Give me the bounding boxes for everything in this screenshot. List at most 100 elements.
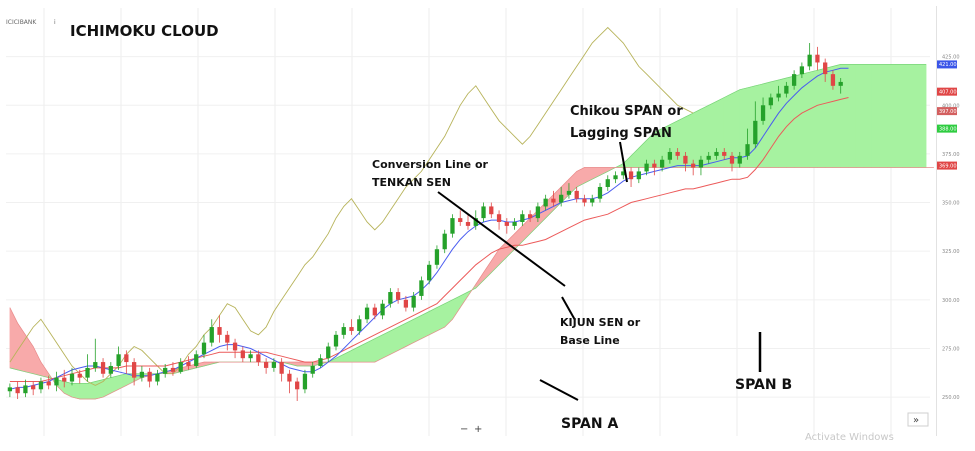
candle-body xyxy=(240,350,245,359)
candle-body xyxy=(263,362,269,368)
price-badge-value: 397.00 xyxy=(939,109,957,115)
span-a-label: SPAN A xyxy=(561,416,618,432)
candle-body xyxy=(256,354,261,363)
price-badge xyxy=(937,107,957,116)
candle-body xyxy=(248,354,253,359)
candle-body xyxy=(628,171,634,180)
activate-windows-watermark: Activate Windows xyxy=(805,432,894,443)
candle-body xyxy=(784,85,789,94)
candle-body xyxy=(613,175,618,180)
candle-body xyxy=(388,292,393,304)
ticker-info-icon[interactable]: ⅰ xyxy=(54,19,56,26)
candle-body xyxy=(691,163,696,168)
candle-body xyxy=(62,377,67,382)
cloud-segment xyxy=(296,361,306,367)
candle-body xyxy=(745,144,750,156)
candle-body xyxy=(155,373,160,382)
zoom-in-button[interactable]: + xyxy=(474,424,482,435)
cloud-segment xyxy=(879,64,888,168)
candle-body xyxy=(659,159,665,168)
candle-body xyxy=(683,155,688,164)
candle-body xyxy=(815,54,820,63)
scroll-right-icon: » xyxy=(913,415,919,426)
candle-body xyxy=(605,179,610,187)
candle-body xyxy=(403,299,409,308)
candle-body xyxy=(100,362,106,374)
candle-body xyxy=(504,222,509,226)
cloud-segment xyxy=(436,303,446,332)
candle-body xyxy=(675,151,680,156)
candle-body xyxy=(326,346,331,359)
candle-body xyxy=(442,233,447,250)
candle-body xyxy=(652,163,657,168)
candle-body xyxy=(512,222,517,226)
price-axis-divider xyxy=(936,6,937,436)
candle-body xyxy=(372,307,377,316)
candle-body xyxy=(225,334,230,343)
span-a-pointer xyxy=(539,379,579,401)
candle-body xyxy=(729,155,735,164)
candle-body xyxy=(54,377,59,386)
candle-body xyxy=(473,218,478,226)
candle-body xyxy=(380,303,385,316)
price-badge-value: 369.00 xyxy=(939,163,957,169)
candle-body xyxy=(124,354,129,363)
zoom-out-button[interactable]: − xyxy=(460,424,468,435)
cloud-segment xyxy=(421,311,430,340)
cloud-segment xyxy=(886,64,896,168)
candle-body xyxy=(698,159,704,168)
candle-body xyxy=(791,74,797,86)
cloud-segment xyxy=(374,334,383,363)
base-line xyxy=(9,97,849,382)
candle-body xyxy=(496,214,502,222)
candle-body xyxy=(201,342,207,355)
candle-body xyxy=(582,198,587,203)
candle-body xyxy=(232,342,238,351)
ticker-label: ICICIBANK xyxy=(6,19,37,26)
candle-body xyxy=(23,385,28,394)
chikou-label-line2: Lagging SPAN xyxy=(570,126,672,141)
candle-body xyxy=(574,190,579,199)
kijun-label-line1: KIJUN SEN or xyxy=(560,316,641,329)
price-badge xyxy=(937,87,957,96)
candle-body xyxy=(178,362,183,372)
candle-body xyxy=(395,292,401,300)
cloud-segment xyxy=(902,64,911,168)
candle-body xyxy=(559,194,564,203)
candlestick-series xyxy=(7,43,843,401)
candle-body xyxy=(590,198,595,203)
tenkan-label-line1: Conversion Line or xyxy=(372,158,489,171)
cloud-segment xyxy=(918,64,927,168)
candle-body xyxy=(186,362,191,366)
scroll-right-button[interactable] xyxy=(907,412,929,427)
cloud-segment xyxy=(894,64,904,168)
cloud-segment xyxy=(692,108,702,168)
candle-body xyxy=(93,362,98,368)
candle-body xyxy=(108,365,113,374)
kijun-label-line2: Base Line xyxy=(560,334,620,347)
candle-body xyxy=(131,362,137,378)
candle-body xyxy=(318,358,323,366)
candle-body xyxy=(333,334,339,347)
cloud-segment xyxy=(716,97,725,168)
candle-body xyxy=(69,373,75,382)
candle-body xyxy=(15,387,20,394)
cloud-segment xyxy=(871,64,880,168)
candle-body xyxy=(566,190,572,195)
chikou-pointer xyxy=(619,141,628,183)
price-axis: 250.00 275.00 300.00 325.00 350.00 375.00 400.… xyxy=(942,55,960,401)
cloud-segment xyxy=(405,318,414,347)
cloud-segment xyxy=(71,383,81,400)
candle-body xyxy=(776,93,781,98)
cloud-segment xyxy=(397,322,407,351)
candle-body xyxy=(527,214,533,219)
tenkan-pointer xyxy=(437,191,566,287)
candle-body xyxy=(481,206,486,219)
price-badge xyxy=(937,161,957,170)
price-axis-tick: 400.00 xyxy=(942,103,960,109)
candle-body xyxy=(551,198,556,203)
candle-body xyxy=(667,151,673,160)
cloud-segment xyxy=(855,64,865,168)
candle-body xyxy=(714,151,719,156)
